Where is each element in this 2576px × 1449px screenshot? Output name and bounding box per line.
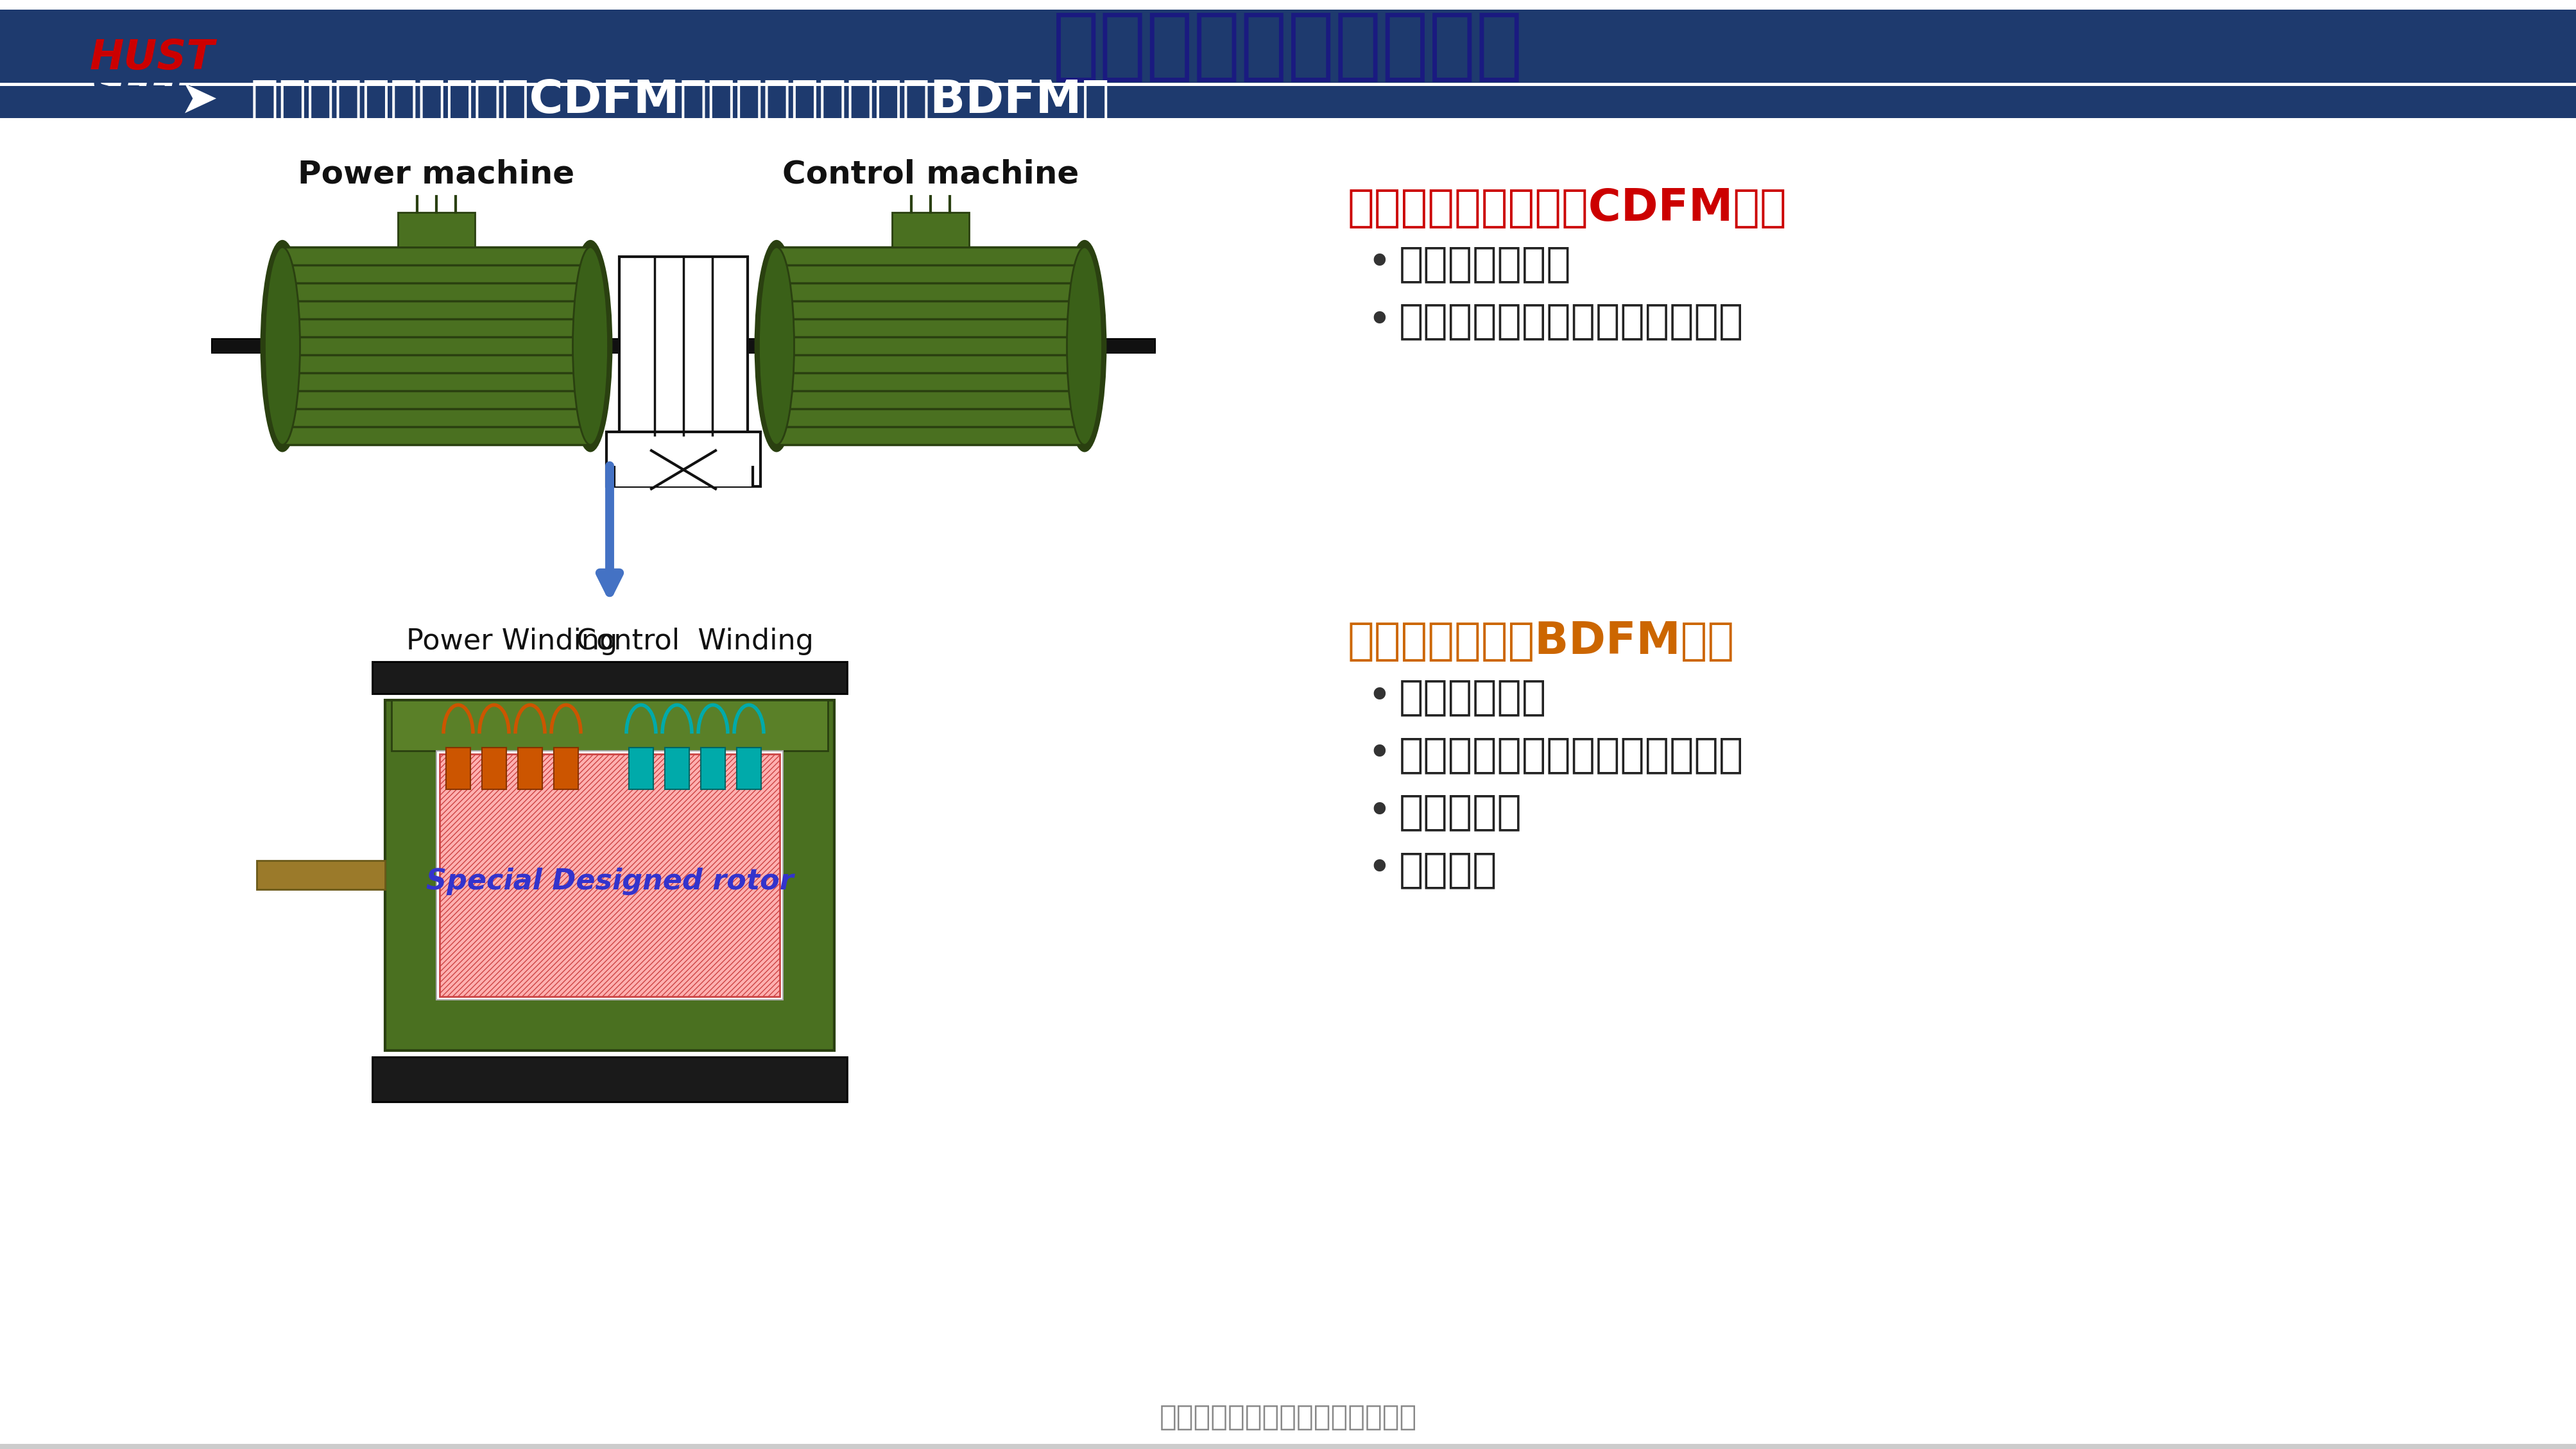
Ellipse shape: [1064, 241, 1105, 451]
Bar: [618, 256, 747, 435]
Bar: [211, 339, 283, 354]
Text: 可靠性高: 可靠性高: [1399, 849, 1497, 890]
Text: 带有电刷和滑环: 带有电刷和滑环: [1399, 243, 1571, 284]
Text: 中国电工技术学会新媒体平台发布: 中国电工技术学会新媒体平台发布: [1159, 1403, 1417, 1432]
Text: Special Designed rotor: Special Designed rotor: [425, 868, 793, 895]
Bar: [446, 748, 471, 790]
Text: •: •: [1368, 301, 1391, 341]
Text: 维护成本低: 维护成本低: [1399, 793, 1522, 832]
Ellipse shape: [1066, 248, 1103, 445]
Text: Power machine: Power machine: [299, 159, 574, 190]
Bar: [0, 85, 2576, 117]
Ellipse shape: [265, 248, 299, 445]
Text: •: •: [1368, 793, 1391, 832]
Text: 无刷双馈电机（BDFM）：: 无刷双馈电机（BDFM）：: [1347, 620, 1734, 664]
Bar: [371, 662, 848, 694]
Bar: [258, 861, 384, 890]
Bar: [518, 748, 544, 790]
Text: •: •: [1368, 243, 1391, 284]
Bar: [397, 212, 474, 248]
Text: 一、无刷双馈电机简介: 一、无刷双馈电机简介: [1054, 9, 1522, 83]
Bar: [605, 432, 760, 487]
Text: Power Winding: Power Winding: [407, 627, 618, 655]
Bar: [554, 748, 577, 790]
Text: Control machine: Control machine: [783, 159, 1079, 190]
Text: •: •: [1368, 735, 1391, 775]
Text: ➤  从级联双馈感应电机（CDFM）到无刷双馈电机（BDFM）: ➤ 从级联双馈感应电机（CDFM）到无刷双馈电机（BDFM）: [180, 78, 1110, 123]
Text: 两组具有不同极对数的定子绕组: 两组具有不同极对数的定子绕组: [1399, 735, 1744, 775]
Bar: [435, 751, 783, 1000]
Bar: [737, 748, 760, 790]
Text: 与无刷双馈电机相似的电气特性: 与无刷双馈电机相似的电气特性: [1399, 301, 1744, 341]
Ellipse shape: [569, 241, 611, 451]
Bar: [629, 748, 654, 790]
Ellipse shape: [760, 248, 793, 445]
Bar: [775, 248, 1084, 445]
Bar: [283, 248, 590, 445]
Bar: [392, 700, 827, 751]
Bar: [482, 748, 507, 790]
Text: 无电刷和滑环: 无电刷和滑环: [1399, 678, 1546, 717]
Bar: [665, 748, 690, 790]
Bar: [1084, 339, 1154, 354]
Text: SEEE: SEEE: [90, 72, 193, 110]
Bar: [384, 700, 835, 1051]
Ellipse shape: [260, 241, 304, 451]
Bar: [440, 753, 781, 997]
Text: •: •: [1368, 849, 1391, 890]
Ellipse shape: [572, 248, 608, 445]
Ellipse shape: [755, 241, 799, 451]
Bar: [0, 9, 2576, 83]
Bar: [0, 1443, 2576, 1449]
Bar: [371, 1056, 848, 1101]
Bar: [701, 748, 726, 790]
Text: HUST: HUST: [90, 38, 214, 78]
Text: Control  Winding: Control Winding: [577, 627, 814, 655]
Bar: [590, 339, 775, 354]
Bar: [613, 439, 752, 487]
Text: •: •: [1368, 678, 1391, 717]
Bar: [891, 212, 969, 248]
Text: 级联双馈感应电机（CDFM）：: 级联双馈感应电机（CDFM）：: [1347, 187, 1788, 229]
Polygon shape: [18, 16, 82, 83]
